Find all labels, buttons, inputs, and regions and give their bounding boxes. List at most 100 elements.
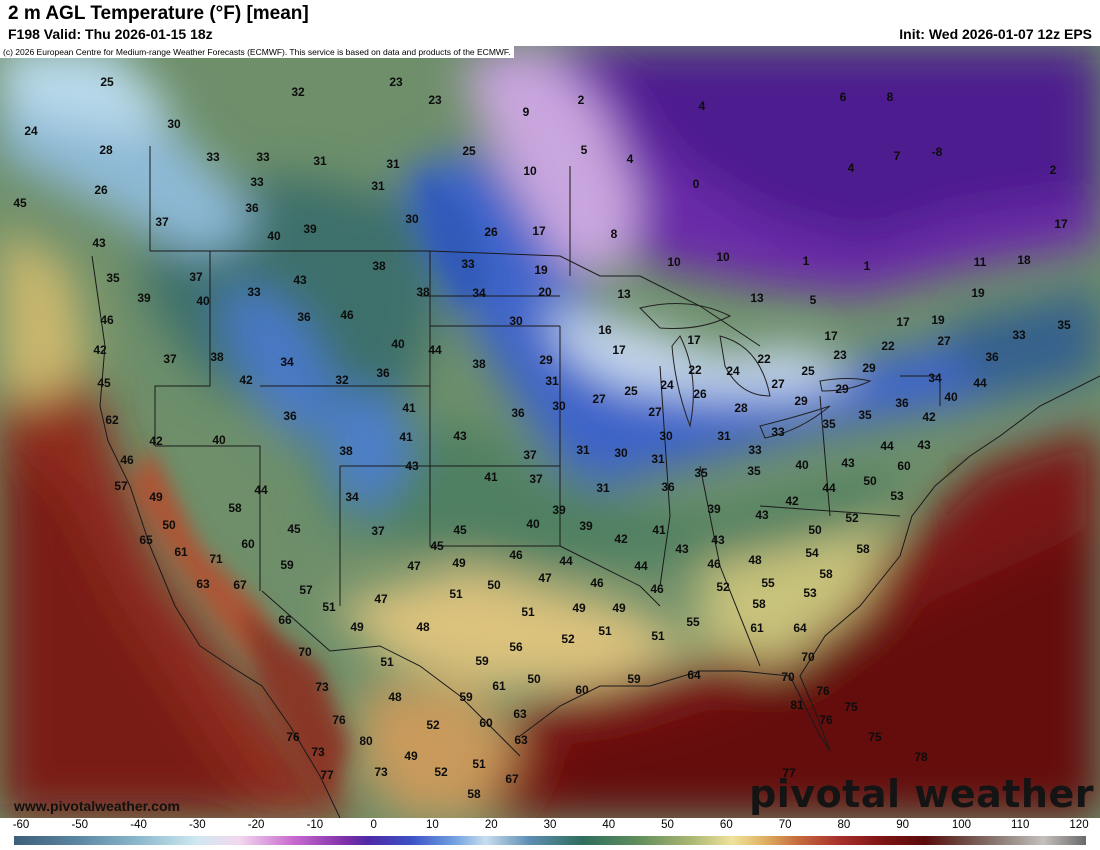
temperature-value-label: 59 xyxy=(627,672,641,686)
temperature-value-label: 61 xyxy=(174,545,188,559)
temperature-value-label: 17 xyxy=(824,329,838,343)
temperature-value-label: 47 xyxy=(407,559,421,573)
temperature-value-label: 17 xyxy=(532,224,546,238)
temperature-value-label: 38 xyxy=(472,357,486,371)
temperature-value-label: 33 xyxy=(771,425,785,439)
temperature-value-label: 36 xyxy=(661,480,675,494)
temperature-value-label: 11 xyxy=(973,255,987,269)
header: 2 m AGL Temperature (°F) [mean] F198 Val… xyxy=(0,0,1100,46)
temperature-value-label: 30 xyxy=(614,446,628,460)
temperature-value-label: 50 xyxy=(808,523,822,537)
temperature-value-label: 34 xyxy=(472,286,486,300)
temperature-value-label: 29 xyxy=(835,382,849,396)
temperature-value-label: 39 xyxy=(552,503,566,517)
temperature-value-label: 17 xyxy=(687,333,701,347)
temperature-value-label: 30 xyxy=(167,117,181,131)
temperature-value-label: 19 xyxy=(971,286,985,300)
temperature-value-label: 54 xyxy=(805,546,819,560)
temperature-value-label: 67 xyxy=(505,772,519,786)
temperature-value-label: 26 xyxy=(693,387,707,401)
temperature-map[interactable]: (c) 2026 European Centre for Medium-rang… xyxy=(0,46,1100,818)
temperature-value-label: 17 xyxy=(1054,217,1068,231)
temperature-value-label: 31 xyxy=(386,157,400,171)
temperature-value-label: 39 xyxy=(137,291,151,305)
temperature-value-label: 34 xyxy=(928,371,942,385)
temperature-value-label: 53 xyxy=(803,586,817,600)
temperature-value-label: 4 xyxy=(626,152,634,166)
temperature-value-label: 75 xyxy=(844,700,858,714)
temperature-value-label: 30 xyxy=(659,429,673,443)
temperature-value-label: 44 xyxy=(973,376,987,390)
temperature-value-label: 4 xyxy=(847,161,855,175)
temperature-value-label: 44 xyxy=(254,483,268,497)
temperature-value-label: 1 xyxy=(863,259,871,273)
temperature-value-label: 27 xyxy=(592,392,606,406)
temperature-value-label: 24 xyxy=(660,378,674,392)
temperature-value-label: 25 xyxy=(624,384,638,398)
temperature-value-label: 8 xyxy=(610,227,618,241)
temperature-value-label: 75 xyxy=(868,730,882,744)
temperature-value-label: 27 xyxy=(937,334,951,348)
temperature-value-label: 63 xyxy=(196,577,210,591)
temperature-value-label: 26 xyxy=(94,183,108,197)
colorbar-tick-label: 80 xyxy=(837,819,851,831)
temperature-value-label: 27 xyxy=(648,405,662,419)
temperature-value-label: 48 xyxy=(748,553,762,567)
temperature-value-label: 62 xyxy=(105,413,119,427)
temperature-value-label: 23 xyxy=(389,75,403,89)
temperature-value-label: 33 xyxy=(256,150,270,164)
temperature-value-label: 76 xyxy=(286,730,300,744)
temperature-value-label: 50 xyxy=(527,672,541,686)
temperature-value-label: 49 xyxy=(404,749,418,763)
colorbar-tick-label: -30 xyxy=(189,819,206,831)
temperature-value-label: 60 xyxy=(575,683,589,697)
temperature-value-label: 43 xyxy=(917,438,931,452)
colorbar-tick-label: 10 xyxy=(426,819,439,831)
temperature-value-label: 70 xyxy=(801,650,815,664)
colorbar-tick-label: 40 xyxy=(602,819,616,831)
temperature-value-label: 36 xyxy=(895,396,909,410)
temperature-value-label: 10 xyxy=(716,250,730,264)
colorbar-ticks: -60 -50 -40 -30 -20 -10 0 10 20 30 40 50 60 70 80 90 100… xyxy=(0,818,1100,834)
website-link[interactable]: www.pivotalweather.com xyxy=(14,798,180,814)
temperature-value-label: 38 xyxy=(416,285,430,299)
temperature-value-label: 36 xyxy=(376,366,390,380)
temperature-value-label: 52 xyxy=(561,632,575,646)
temperature-value-label: 13 xyxy=(750,291,764,305)
temperature-value-label: 22 xyxy=(757,352,771,366)
temperature-value-label: 71 xyxy=(209,552,223,566)
temperature-value-label: 45 xyxy=(287,522,301,536)
temperature-value-label: 35 xyxy=(106,271,120,285)
temperature-value-label: 51 xyxy=(449,587,463,601)
temperature-value-label: 41 xyxy=(399,430,413,444)
temperature-value-label: 67 xyxy=(233,578,247,592)
temperature-value-label: 38 xyxy=(339,444,353,458)
temperature-value-label: 33 xyxy=(247,285,261,299)
temperature-value-label: 60 xyxy=(241,537,255,551)
temperature-value-label: 58 xyxy=(856,542,870,556)
temperature-value-label: 47 xyxy=(374,592,388,606)
colorbar-tick-label: 20 xyxy=(484,819,498,831)
temperature-value-label: 46 xyxy=(340,308,354,322)
temperature-value-label: 55 xyxy=(761,576,775,590)
temperature-value-label: 44 xyxy=(428,343,442,357)
temperature-value-label: 51 xyxy=(651,629,665,643)
temperature-value-label: 33 xyxy=(206,150,220,164)
temperature-value-label: 50 xyxy=(487,578,501,592)
colorbar-tick-label: 100 xyxy=(951,819,972,831)
temperature-value-label: 51 xyxy=(322,600,336,614)
temperature-value-label: 29 xyxy=(794,394,808,408)
temperature-value-label: 43 xyxy=(711,533,725,547)
temperature-value-label: 26 xyxy=(484,225,498,239)
temperature-value-label: 76 xyxy=(332,713,346,727)
temperature-value-label: 50 xyxy=(863,474,877,488)
temperature-value-label: 37 xyxy=(371,524,385,538)
temperature-value-label: 18 xyxy=(1017,253,1031,267)
temperature-value-label: 36 xyxy=(283,409,297,423)
temperature-value-label: 40 xyxy=(944,390,958,404)
temperature-value-label: 31 xyxy=(717,429,731,443)
temperature-value-label: 76 xyxy=(819,713,833,727)
temperature-value-label: 40 xyxy=(391,337,405,351)
temperature-value-label: 45 xyxy=(97,376,111,390)
temperature-value-label: 58 xyxy=(752,597,766,611)
